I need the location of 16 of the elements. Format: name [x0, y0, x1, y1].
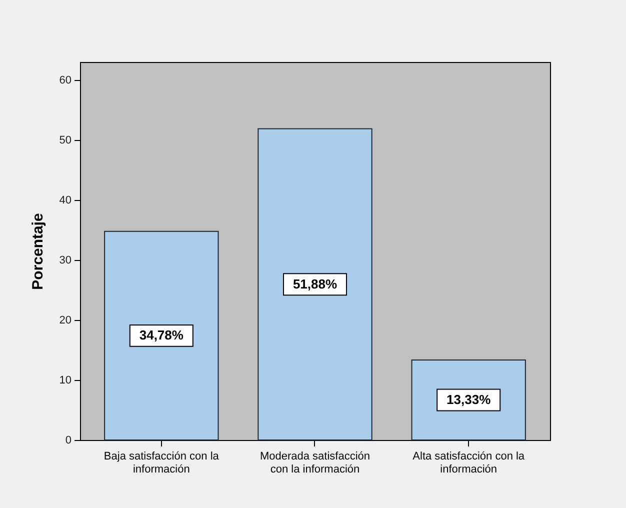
x-tick-label: Baja satisfacción con la información	[104, 450, 220, 476]
y-tick-label: 50	[59, 134, 72, 146]
data-label: 34,78%	[139, 328, 184, 343]
y-tick-label: 40	[59, 194, 72, 206]
data-label: 13,33%	[446, 392, 492, 408]
y-tick-label: 20	[59, 314, 72, 326]
bar	[104, 230, 219, 440]
bar	[258, 128, 372, 440]
data-label: 51,88%	[292, 276, 338, 292]
x-tick-label: Moderada satisfacción con la información	[260, 450, 370, 476]
x-tick-label: Alta satisfacción con la información	[412, 450, 526, 476]
y-tick-label: 0	[65, 434, 72, 446]
y-tick-label: 10	[59, 374, 72, 386]
y-axis-title: Porcentaje	[29, 213, 46, 290]
y-tick-label: 60	[59, 74, 72, 86]
y-tick-label: 30	[59, 254, 72, 266]
